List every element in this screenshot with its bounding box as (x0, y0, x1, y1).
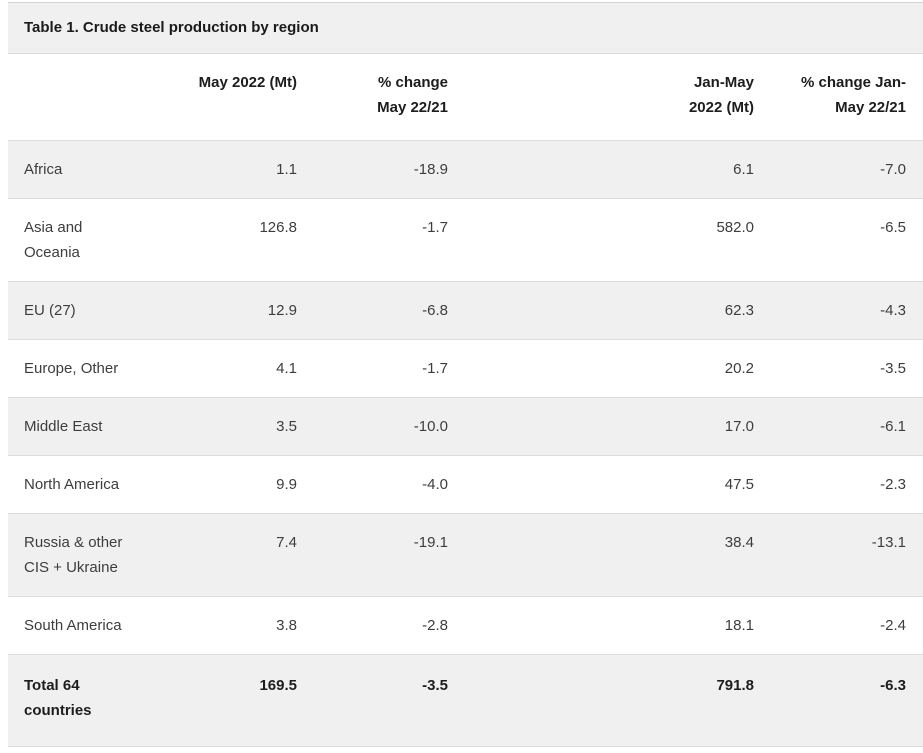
jan-may-2022-cell: 47.5 (724, 476, 754, 493)
may-2022-cell: 9.9 (276, 476, 297, 493)
jan-may-2022-cell: 582.0 (716, 219, 754, 236)
region-cell: Asia and Oceania (24, 219, 83, 261)
pct-change-may-cell: -19.1 (413, 534, 448, 551)
pct-change-jan-may-cell: -3.5 (880, 360, 906, 377)
jan-may-2022-cell: 18.1 (724, 617, 754, 634)
region-cell: Total 64 countries (24, 677, 92, 719)
table-row-middle-east: Middle East 3.5 -10.0 17.0 -6.1 (8, 397, 923, 456)
may-2022-cell: 126.8 (259, 219, 297, 236)
header-may-2022: May 2022 (Mt) (158, 54, 305, 141)
table-row-north-america: North America 9.9 -4.0 47.5 -2.3 (8, 455, 923, 514)
header-jan-may-2022: Jan-May 2022 (Mt) (456, 54, 762, 141)
pct-change-may-cell: -2.8 (422, 617, 448, 634)
jan-may-2022-cell: 20.2 (724, 360, 754, 377)
may-2022-cell: 1.1 (276, 161, 297, 178)
region-cell: South America (24, 617, 122, 634)
pct-change-jan-may-cell: -6.1 (880, 418, 906, 435)
may-2022-cell: 4.1 (276, 360, 297, 377)
pct-change-may-cell: -4.0 (422, 476, 448, 493)
pct-change-jan-may-cell: -13.1 (871, 534, 906, 551)
pct-change-may-cell: -6.8 (422, 302, 448, 319)
crude-steel-table-card: Table 1. Crude steel production by regio… (8, 2, 923, 747)
total-row: Total 64 countries 169.5 -3.5 791.8 -6.3 (8, 654, 923, 747)
table-caption: Table 1. Crude steel production by regio… (8, 2, 923, 54)
pct-change-jan-may-cell: -6.3 (880, 677, 906, 694)
header-row: May 2022 (Mt) % change May 22/21 Jan-May… (8, 54, 923, 141)
region-cell: EU (27) (24, 302, 76, 319)
table-row-eu27: EU (27) 12.9 -6.8 62.3 -4.3 (8, 281, 923, 340)
pct-change-jan-may-cell: -2.4 (880, 617, 906, 634)
pct-change-jan-may-cell: -6.5 (880, 219, 906, 236)
jan-may-2022-cell: 38.4 (724, 534, 754, 551)
table-row-south-america: South America 3.8 -2.8 18.1 -2.4 (8, 596, 923, 655)
pct-change-may-cell: -1.7 (422, 219, 448, 236)
may-2022-cell: 7.4 (276, 534, 297, 551)
pct-change-may-cell: -1.7 (422, 360, 448, 377)
header-pct-change-jan-may: % change Jan- May 22/21 (762, 54, 923, 141)
may-2022-cell: 3.5 (276, 418, 297, 435)
table-row-asia-oceania: Asia and Oceania 126.8 -1.7 582.0 -6.5 (8, 198, 923, 282)
may-2022-cell: 169.5 (259, 677, 297, 694)
jan-may-2022-cell: 6.1 (733, 161, 754, 178)
pct-change-jan-may-cell: -7.0 (880, 161, 906, 178)
table-row-europe-other: Europe, Other 4.1 -1.7 20.2 -3.5 (8, 339, 923, 398)
pct-change-may-cell: -3.5 (422, 677, 448, 694)
may-2022-cell: 3.8 (276, 617, 297, 634)
table-row-africa: Africa 1.1 -18.9 6.1 -7.0 (8, 140, 923, 199)
pct-change-jan-may-cell: -2.3 (880, 476, 906, 493)
pct-change-may-cell: -18.9 (413, 161, 448, 178)
region-cell: Africa (24, 161, 63, 178)
may-2022-cell: 12.9 (267, 302, 297, 319)
pct-change-may-cell: -10.0 (413, 418, 448, 435)
pct-change-jan-may-cell: -4.3 (880, 302, 906, 319)
crude-steel-table: May 2022 (Mt) % change May 22/21 Jan-May… (8, 54, 923, 747)
region-cell: Middle East (24, 418, 103, 435)
jan-may-2022-cell: 791.8 (716, 677, 754, 694)
jan-may-2022-cell: 17.0 (724, 418, 754, 435)
header-region (8, 54, 158, 141)
region-cell: North America (24, 476, 120, 493)
jan-may-2022-cell: 62.3 (724, 302, 754, 319)
region-cell: Europe, Other (24, 360, 119, 377)
header-pct-change-may: % change May 22/21 (305, 54, 456, 141)
table-row-russia-cis-ukraine: Russia & other CIS + Ukraine 7.4 -19.1 3… (8, 513, 923, 597)
region-cell: Russia & other CIS + Ukraine (24, 534, 123, 576)
